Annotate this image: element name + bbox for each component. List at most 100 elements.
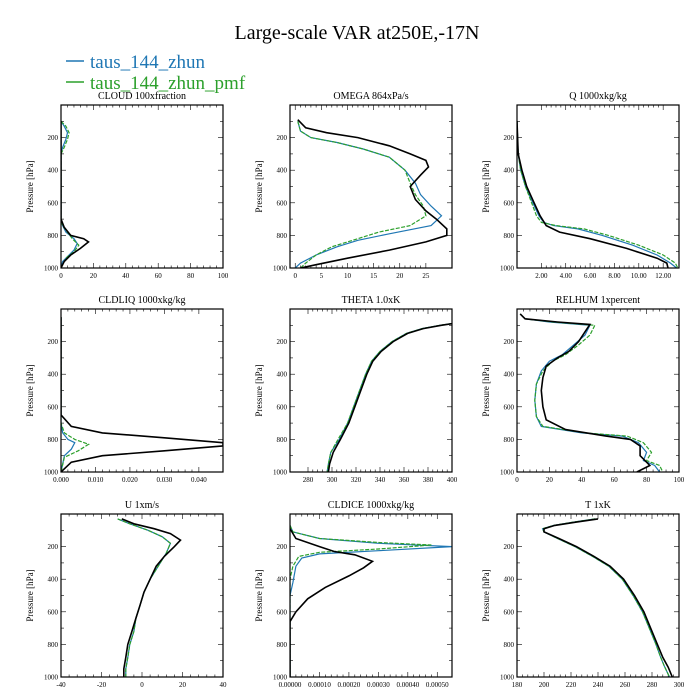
y-tick-label: 200 (277, 543, 288, 551)
y-tick-label: 1000 (44, 265, 59, 273)
y-axis-label: Pressure [hPa] (25, 569, 35, 621)
y-tick-label: 800 (504, 436, 515, 444)
series-line-0 (61, 120, 78, 268)
y-tick-label: 600 (48, 608, 59, 616)
x-tick-label: 40 (220, 681, 228, 689)
x-tick-label: 280 (303, 476, 314, 484)
series-line-2 (517, 121, 669, 268)
x-tick-label: 0 (515, 476, 519, 484)
y-tick-label: 800 (504, 232, 515, 240)
y-tick-label: 400 (504, 371, 515, 379)
panel-title: OMEGA 864xPa/s (333, 91, 408, 102)
series-line-2 (61, 121, 90, 268)
y-tick-label: 800 (504, 641, 515, 649)
x-tick-label: 2.00 (535, 272, 548, 280)
y-tick-label: 400 (504, 576, 515, 584)
series-line-2 (543, 518, 674, 677)
y-tick-label: 1000 (500, 265, 515, 273)
series-line-2 (297, 119, 448, 268)
x-tick-label: 340 (375, 476, 386, 484)
x-tick-label: 240 (593, 681, 604, 689)
y-tick-label: 400 (48, 576, 59, 584)
series-line-1 (541, 518, 671, 677)
y-tick-label: 800 (277, 232, 288, 240)
x-tick-label: 0.00050 (426, 681, 449, 689)
plot-frame (60, 513, 224, 678)
y-tick-label: 200 (504, 338, 515, 346)
x-tick-label: 360 (399, 476, 410, 484)
x-tick-label: 200 (539, 681, 550, 689)
x-tick-label: 40 (578, 476, 586, 484)
x-tick-label: 0.030 (157, 476, 173, 484)
x-tick-label: 60 (611, 476, 619, 484)
series-line-1 (297, 121, 427, 268)
series-line-2 (327, 322, 452, 472)
y-tick-label: 200 (504, 134, 515, 142)
x-tick-label: 0 (293, 272, 297, 280)
panel-7: CLDICE 1000xkg/kg Pressure [hPa] 200 400 600… (254, 500, 453, 689)
x-tick-label: -20 (97, 681, 107, 689)
y-tick-label: 1000 (500, 674, 515, 682)
x-tick-label: 80 (643, 476, 651, 484)
y-tick-label: 400 (48, 371, 59, 379)
y-axis-label: Pressure [hPa] (254, 160, 264, 212)
x-tick-label: 20 (396, 272, 404, 280)
series-line-0 (117, 518, 172, 677)
x-tick-label: 0.00010 (308, 681, 331, 689)
plot-frame (516, 104, 680, 269)
x-tick-label: 180 (512, 681, 523, 689)
series-line-0 (294, 121, 443, 268)
y-tick-label: 200 (48, 134, 59, 142)
y-tick-label: 800 (277, 436, 288, 444)
y-tick-label: 400 (504, 167, 515, 175)
y-axis-label: Pressure [hPa] (481, 569, 491, 621)
panel-title: CLDLIQ 1000xkg/kg (99, 295, 186, 306)
y-tick-label: 1000 (44, 469, 59, 477)
legend-label-zhun-pmf: taus_144_zhun_pmf (90, 73, 246, 94)
x-tick-label: 0.00000 (279, 681, 302, 689)
x-tick-label: 320 (351, 476, 362, 484)
series-line-2 (121, 518, 182, 677)
x-tick-label: 40 (122, 272, 130, 280)
y-tick-label: 200 (277, 338, 288, 346)
y-tick-label: 200 (277, 134, 288, 142)
figure-title: Large-scale VAR at250E,-17N (235, 22, 480, 44)
y-tick-label: 800 (48, 436, 59, 444)
x-tick-label: 0.010 (88, 476, 104, 484)
plot-frame (289, 513, 453, 678)
y-axis-label: Pressure [hPa] (254, 364, 264, 416)
y-axis-label: Pressure [hPa] (254, 569, 264, 621)
x-tick-label: 300 (674, 681, 685, 689)
x-tick-label: 0 (59, 272, 63, 280)
series-line-0 (541, 518, 671, 677)
x-tick-label: 20 (179, 681, 187, 689)
x-tick-label: 100 (674, 476, 685, 484)
series-line-1 (61, 317, 90, 472)
x-tick-label: 300 (327, 476, 338, 484)
series-line-2 (290, 528, 375, 677)
panel-title: THETA 1.0xK (342, 295, 401, 306)
series-line-1 (517, 121, 679, 268)
series-line-0 (290, 525, 452, 677)
y-tick-label: 800 (277, 641, 288, 649)
series-line-1 (117, 518, 172, 677)
x-tick-label: 0.040 (191, 476, 207, 484)
series-line-0 (61, 317, 76, 472)
y-tick-label: 600 (504, 199, 515, 207)
x-tick-label: -40 (56, 681, 66, 689)
panel-title: RELHUM 1xpercent (556, 295, 640, 306)
y-tick-label: 400 (277, 167, 288, 175)
panel-title: Q 1000xkg/kg (569, 91, 627, 102)
y-tick-label: 800 (48, 232, 59, 240)
y-tick-label: 1000 (273, 469, 288, 477)
plot-frame (516, 308, 680, 473)
plot-frame (60, 308, 224, 473)
series-line-1 (519, 313, 664, 472)
x-tick-label: 400 (447, 476, 458, 484)
x-tick-label: 0.000 (53, 476, 69, 484)
y-axis-label: Pressure [hPa] (25, 160, 35, 212)
plot-frame (60, 104, 224, 269)
